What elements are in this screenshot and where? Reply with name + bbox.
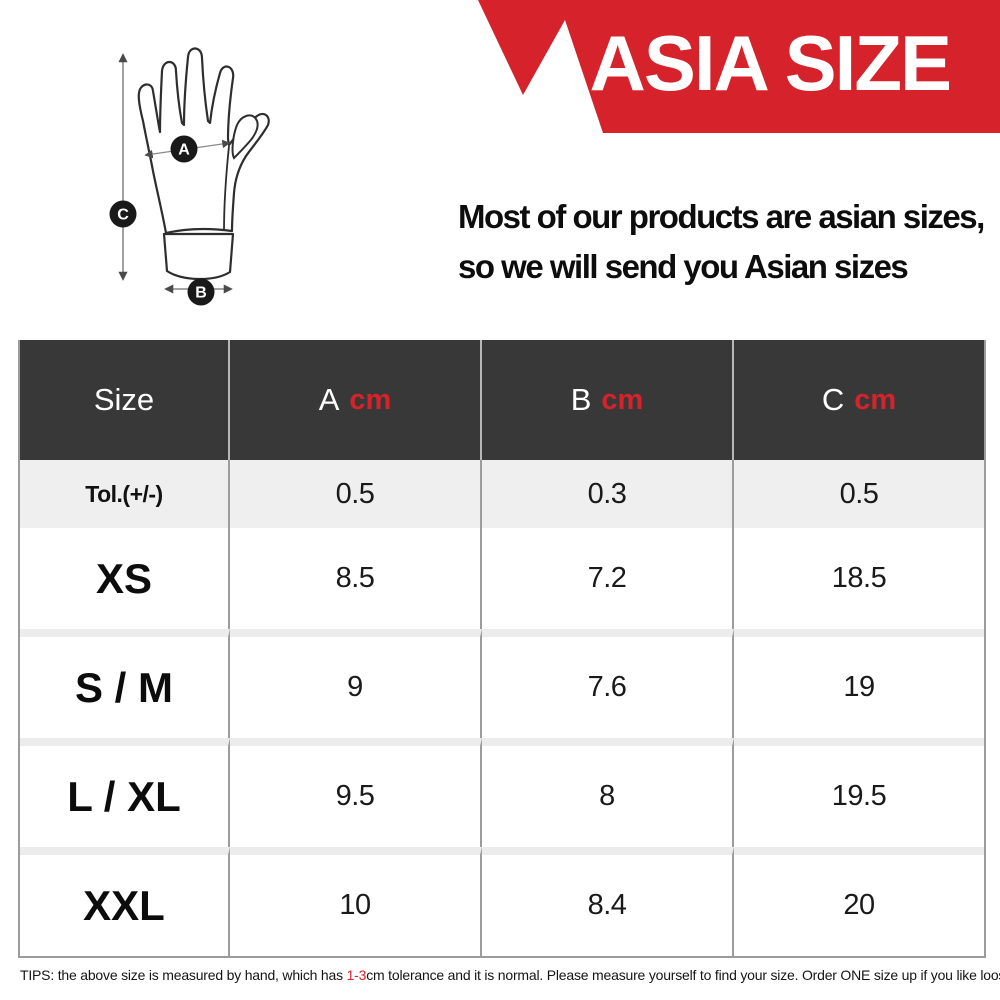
tolerance-label-cell: Tol.(+/-) — [20, 460, 230, 528]
intro-line-1: Most of our products are asian sizes, — [458, 198, 985, 235]
label-badge-b: B — [187, 278, 215, 306]
tolerance-label: Tol.(+/-) — [85, 480, 163, 507]
header-cell-size: Size — [20, 340, 230, 460]
table-row-xxl: XXL 10 8.4 20 — [20, 847, 984, 956]
header-b-letter: B — [570, 382, 592, 417]
table-row-xs: XS 8.5 7.2 18.5 — [20, 528, 984, 629]
lxl-c-value: 19.5 — [831, 780, 887, 812]
tips-note: TIPS: the above size is measured by hand… — [20, 967, 1000, 983]
tips-text-before: the above size is measured by hand, whic… — [54, 967, 347, 983]
xxl-label: XXL — [83, 881, 165, 929]
lxl-b-value: 8 — [599, 780, 615, 812]
label-b: B — [195, 285, 207, 302]
tolerance-a-cell: 0.5 — [230, 460, 482, 528]
xs-a-value: 8.5 — [335, 562, 375, 594]
xxl-b-cell: 8.4 — [482, 847, 734, 956]
glove-illustration: A C B — [109, 47, 270, 306]
xs-b-cell: 7.2 — [482, 528, 734, 629]
lxl-c-cell: 19.5 — [734, 738, 984, 847]
xs-label-cell: XS — [20, 528, 230, 629]
header-cell-a: A cm — [230, 340, 482, 460]
tolerance-c-cell: 0.5 — [734, 460, 984, 528]
intro-line-2: so we will send you Asian sizes — [458, 248, 909, 285]
xs-label: XS — [95, 554, 153, 602]
header-a-letter: A — [318, 382, 340, 417]
banner-title: ASIA SIZE — [589, 19, 952, 107]
label-c: C — [117, 207, 129, 224]
tips-prefix: TIPS: — [20, 967, 55, 983]
glove-measurement-diagram: A C B — [100, 15, 300, 315]
tolerance-b-value: 0.3 — [587, 477, 627, 510]
header-cell-b: B cm — [482, 340, 734, 460]
header-c-unit: cm — [854, 383, 897, 416]
header-a-unit: cm — [349, 383, 392, 416]
sm-a-value: 9 — [347, 671, 363, 703]
lxl-label: L / XL — [67, 772, 181, 820]
header-size-label: Size — [93, 382, 155, 417]
tolerance-a-value: 0.5 — [335, 477, 375, 510]
table-header-row: Size A cm B cm C cm — [20, 340, 984, 460]
sm-b-value: 7.6 — [587, 671, 627, 703]
label-badge-c: C — [109, 200, 137, 228]
sm-b-cell: 7.6 — [482, 629, 734, 738]
sm-c-cell: 19 — [734, 629, 984, 738]
intro-text: Most of our products are asian sizes, so… — [458, 192, 985, 292]
xxl-c-cell: 20 — [734, 847, 984, 956]
glove-thumb-seam — [231, 114, 259, 160]
xxl-a-value: 10 — [339, 889, 371, 921]
sm-a-cell: 9 — [230, 629, 482, 738]
table-row-tolerance: Tol.(+/-) 0.5 0.3 0.5 — [20, 460, 984, 528]
label-badge-a: A — [170, 135, 198, 163]
lxl-a-value: 9.5 — [335, 780, 375, 812]
header-c-letter: C — [821, 382, 845, 417]
lxl-a-cell: 9.5 — [230, 738, 482, 847]
sm-label: S / M — [74, 663, 173, 711]
xxl-a-cell: 10 — [230, 847, 482, 956]
lxl-b-cell: 8 — [482, 738, 734, 847]
sm-label-cell: S / M — [20, 629, 230, 738]
xs-c-cell: 18.5 — [734, 528, 984, 629]
sm-c-value: 19 — [843, 671, 875, 703]
table-row-sm: S / M 9 7.6 19 — [20, 629, 984, 738]
label-a: A — [178, 142, 190, 159]
xxl-label-cell: XXL — [20, 847, 230, 956]
table-row-lxl: L / XL 9.5 8 19.5 — [20, 738, 984, 847]
glove-cuff — [162, 232, 235, 281]
xs-c-value: 18.5 — [831, 562, 887, 594]
header-b-unit: cm — [601, 383, 644, 416]
tips-text-after: cm tolerance and it is normal. Please me… — [366, 967, 1000, 983]
xs-a-cell: 8.5 — [230, 528, 482, 629]
tolerance-c-value: 0.5 — [839, 477, 879, 510]
tolerance-b-cell: 0.3 — [482, 460, 734, 528]
header-cell-c: C cm — [734, 340, 984, 460]
lxl-label-cell: L / XL — [20, 738, 230, 847]
size-table: Size A cm B cm C cm Tol.(+/-) 0.5 — [18, 340, 986, 958]
tips-highlight: 1-3 — [346, 967, 367, 983]
xs-b-value: 7.2 — [587, 562, 627, 594]
xxl-c-value: 20 — [843, 889, 875, 921]
xxl-b-value: 8.4 — [587, 889, 627, 921]
